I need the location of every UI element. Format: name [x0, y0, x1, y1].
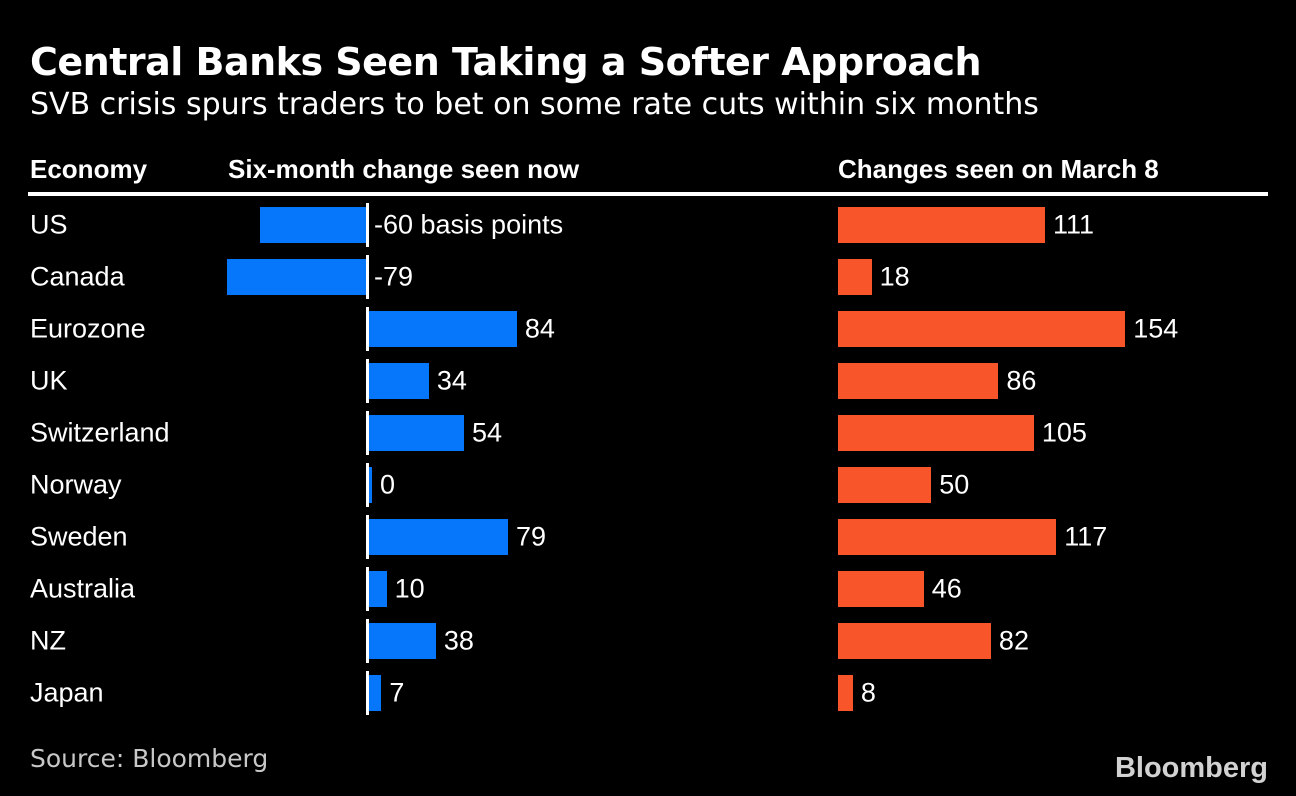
six-month-change-bar	[369, 571, 387, 607]
march-8-change-bar	[838, 519, 1057, 555]
zero-baseline-tick	[366, 411, 369, 455]
six-month-change-bar	[369, 311, 517, 347]
economy-label: US	[30, 209, 68, 240]
chart-row: NZ 38 82	[0, 615, 1296, 667]
six-month-change-value: 34	[436, 365, 467, 396]
economy-label: NZ	[30, 625, 66, 656]
six-month-change-value: 0	[380, 469, 396, 500]
zero-baseline-tick	[366, 515, 369, 559]
zero-baseline-tick	[366, 307, 369, 351]
march-8-change-value: 82	[998, 625, 1029, 656]
march-8-change-bar	[838, 571, 924, 607]
chart-row: Norway 0 50	[0, 459, 1296, 511]
chart-rows: US -60 basis points 111 Canada -79 18 Eurozone…	[0, 199, 1296, 719]
six-month-change-value: 84	[524, 313, 555, 344]
march-8-change-bar	[838, 415, 1034, 451]
six-month-change-value: 7	[389, 677, 405, 708]
economy-label: Norway	[30, 469, 122, 500]
six-month-change-value: 38	[443, 625, 474, 656]
six-month-change-bar	[260, 207, 366, 243]
economy-label: Eurozone	[30, 313, 146, 344]
economy-label: Canada	[30, 261, 125, 292]
march-8-change-value: 46	[931, 573, 962, 604]
march-8-change-bar	[838, 623, 991, 659]
zero-baseline-tick	[366, 463, 369, 507]
economy-label: Japan	[30, 677, 104, 708]
chart-row: Eurozone 84 154	[0, 303, 1296, 355]
six-month-change-bar	[369, 467, 372, 503]
six-month-change-bar	[369, 675, 382, 711]
zero-baseline-tick	[366, 359, 369, 403]
header-rule	[28, 192, 1268, 196]
chart-subtitle: SVB crisis spurs traders to bet on some …	[30, 87, 1039, 122]
zero-baseline-tick	[366, 255, 369, 299]
zero-baseline-tick	[366, 619, 369, 663]
march-8-change-bar	[838, 259, 872, 295]
chart-row: Switzerland 54 105	[0, 407, 1296, 459]
zero-baseline-tick	[366, 203, 369, 247]
march-8-change-bar	[838, 675, 853, 711]
bloomberg-logo: Bloomberg	[1114, 752, 1268, 784]
chart-title: Central Banks Seen Taking a Softer Appro…	[30, 40, 982, 84]
march-8-change-value: 8	[860, 677, 876, 708]
march-8-change-value: 105	[1041, 417, 1087, 448]
march-8-change-value: 18	[879, 261, 910, 292]
six-month-change-bar	[369, 415, 465, 451]
source-note: Source: Bloomberg	[30, 744, 269, 773]
zero-baseline-tick	[366, 671, 369, 715]
six-month-change-value: -60 basis points	[374, 209, 564, 240]
march-8-change-bar	[838, 467, 932, 503]
march-8-change-bar	[838, 311, 1126, 347]
economy-label: Sweden	[30, 521, 128, 552]
economy-label: Australia	[30, 573, 136, 604]
six-month-change-bar	[369, 623, 436, 659]
march-8-change-value: 50	[939, 469, 970, 500]
chart-row: Canada -79 18	[0, 251, 1296, 303]
six-month-change-bar	[369, 519, 509, 555]
march-8-change-bar	[838, 207, 1045, 243]
march-8-change-value: 86	[1006, 365, 1037, 396]
zero-baseline-tick	[366, 567, 369, 611]
economy-label: Switzerland	[30, 417, 170, 448]
six-month-change-value: 10	[394, 573, 425, 604]
six-month-change-value: 79	[516, 521, 547, 552]
march-8-change-bar	[838, 363, 999, 399]
six-month-change-bar	[369, 363, 429, 399]
column-header-economy: Economy	[30, 154, 148, 184]
chart-row: UK 34 86	[0, 355, 1296, 407]
chart-row: Japan 7 8	[0, 667, 1296, 719]
six-month-change-value: -79	[374, 261, 414, 292]
column-header-six-month-change: Six-month change seen now	[228, 154, 580, 184]
march-8-change-value: 154	[1133, 313, 1179, 344]
economy-label: UK	[30, 365, 68, 396]
march-8-change-value: 117	[1064, 521, 1108, 552]
march-8-change-value: 111	[1053, 209, 1095, 240]
chart-row: Sweden 79 117	[0, 511, 1296, 563]
six-month-change-value: 54	[472, 417, 503, 448]
chart-row: US -60 basis points 111	[0, 199, 1296, 251]
chart-row: Australia 10 46	[0, 563, 1296, 615]
six-month-change-bar	[226, 259, 366, 295]
column-header-march-8: Changes seen on March 8	[838, 154, 1159, 184]
